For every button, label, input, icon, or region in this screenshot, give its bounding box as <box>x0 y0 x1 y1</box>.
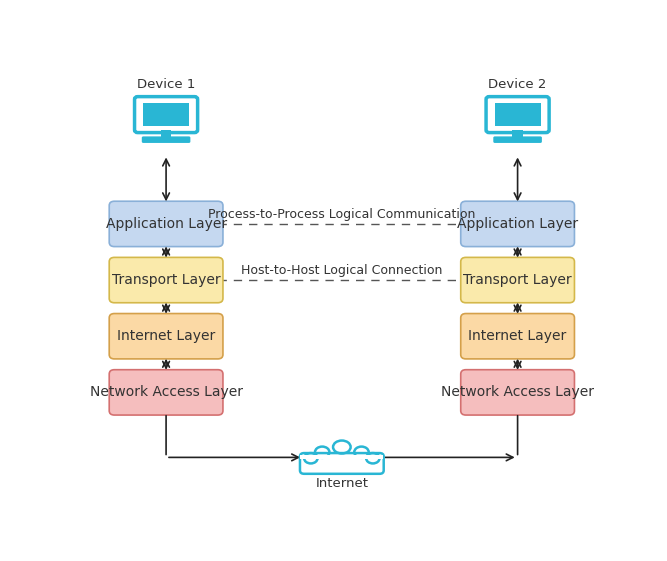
FancyBboxPatch shape <box>109 370 223 415</box>
FancyBboxPatch shape <box>495 103 540 126</box>
Ellipse shape <box>354 447 369 458</box>
FancyBboxPatch shape <box>135 96 197 132</box>
FancyBboxPatch shape <box>143 103 189 126</box>
Text: Transport Layer: Transport Layer <box>112 273 220 287</box>
FancyBboxPatch shape <box>486 96 549 132</box>
Text: Network Access Layer: Network Access Layer <box>89 385 243 399</box>
Text: Process-to-Process Logical Communication: Process-to-Process Logical Communication <box>208 208 476 220</box>
Ellipse shape <box>304 453 317 463</box>
Text: Internet Layer: Internet Layer <box>117 329 215 343</box>
Text: Device 1: Device 1 <box>137 78 195 91</box>
Text: Transport Layer: Transport Layer <box>464 273 572 287</box>
FancyBboxPatch shape <box>161 130 171 137</box>
FancyBboxPatch shape <box>109 314 223 359</box>
FancyBboxPatch shape <box>512 130 523 137</box>
FancyBboxPatch shape <box>494 136 542 143</box>
Ellipse shape <box>333 440 351 453</box>
Text: Application Layer: Application Layer <box>105 217 227 231</box>
FancyBboxPatch shape <box>109 257 223 303</box>
Text: Application Layer: Application Layer <box>457 217 578 231</box>
Text: Device 2: Device 2 <box>488 78 547 91</box>
FancyBboxPatch shape <box>301 455 383 459</box>
Text: Internet: Internet <box>315 477 368 490</box>
Ellipse shape <box>315 447 329 458</box>
FancyBboxPatch shape <box>109 201 223 247</box>
FancyBboxPatch shape <box>461 257 574 303</box>
FancyBboxPatch shape <box>303 456 381 472</box>
Text: Network Access Layer: Network Access Layer <box>441 385 594 399</box>
Text: Internet Layer: Internet Layer <box>468 329 567 343</box>
FancyBboxPatch shape <box>461 370 574 415</box>
FancyBboxPatch shape <box>142 136 190 143</box>
FancyBboxPatch shape <box>461 201 574 247</box>
Ellipse shape <box>366 453 380 463</box>
Text: Host-to-Host Logical Connection: Host-to-Host Logical Connection <box>241 264 442 277</box>
FancyBboxPatch shape <box>299 448 385 475</box>
FancyBboxPatch shape <box>461 314 574 359</box>
